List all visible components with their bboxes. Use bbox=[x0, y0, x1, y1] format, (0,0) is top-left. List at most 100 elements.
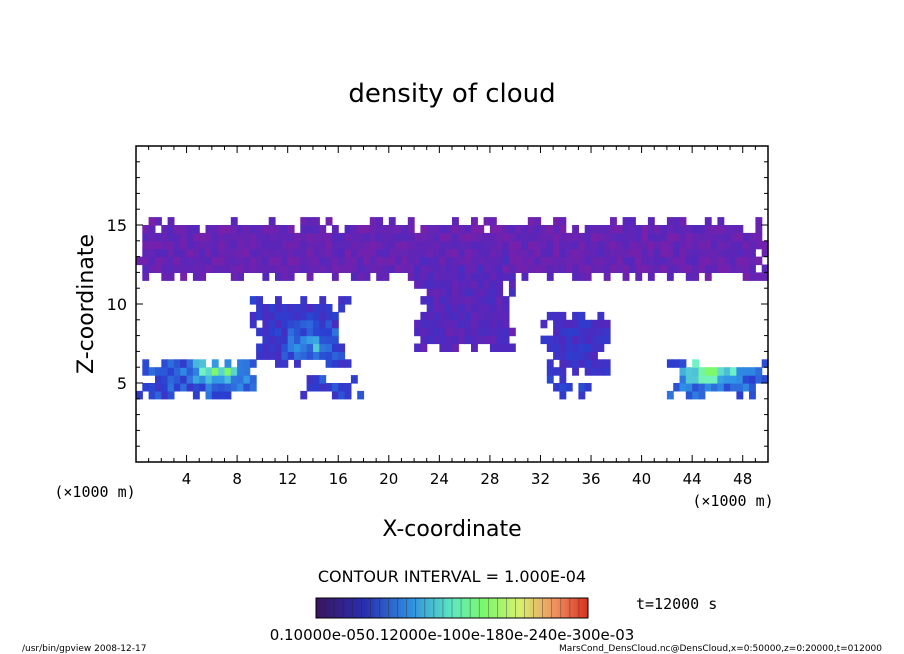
cloud-cell bbox=[376, 217, 384, 226]
cloud-cell bbox=[294, 256, 301, 266]
cloud-cell bbox=[742, 256, 750, 266]
cloud-cell bbox=[603, 264, 611, 273]
cloud-cell bbox=[546, 232, 554, 242]
cloud-cell bbox=[211, 375, 219, 384]
cloud-cell bbox=[306, 240, 314, 250]
cloud-cell bbox=[458, 288, 466, 297]
cloud-cell bbox=[426, 264, 434, 273]
cloud-cell bbox=[572, 351, 579, 360]
cloud-cell bbox=[553, 248, 560, 258]
cloud-cell bbox=[515, 248, 523, 258]
cloud-cell bbox=[483, 240, 491, 250]
cloud-cell bbox=[698, 375, 706, 384]
cloud-cell bbox=[287, 240, 295, 250]
cloud-cell bbox=[369, 217, 377, 226]
cloud-cell bbox=[685, 240, 693, 250]
cloud-cell bbox=[338, 256, 346, 266]
cloud-cell bbox=[654, 232, 662, 242]
cloud-cell bbox=[344, 264, 352, 273]
cloud-cell bbox=[211, 256, 219, 266]
cloud-cell bbox=[319, 383, 327, 392]
cloud-cell bbox=[685, 383, 693, 392]
cloud-cell bbox=[565, 256, 573, 266]
cloud-cell bbox=[192, 367, 200, 376]
cloud-cell bbox=[167, 248, 175, 258]
cloud-cell bbox=[489, 240, 497, 250]
cloud-cell bbox=[559, 225, 567, 234]
cloud-cell bbox=[344, 359, 352, 368]
cloud-cell bbox=[306, 256, 314, 266]
cloud-cell bbox=[167, 359, 175, 368]
cloud-cell bbox=[294, 311, 301, 321]
cloud-cell bbox=[161, 383, 169, 392]
cloud-cell bbox=[597, 327, 605, 337]
cloud-cell bbox=[527, 264, 535, 273]
cloud-cell bbox=[515, 240, 523, 250]
cloud-cell bbox=[268, 327, 276, 337]
cloud-cell bbox=[679, 264, 687, 273]
cloud-cell bbox=[471, 288, 478, 297]
cloud-cell bbox=[350, 264, 358, 273]
cloud-cell bbox=[439, 296, 447, 305]
cloud-cell bbox=[350, 375, 358, 384]
y-axis: 5 10 15 bbox=[107, 161, 768, 447]
cloud-cell bbox=[572, 232, 579, 242]
cloud-cell bbox=[199, 359, 207, 368]
cloud-cell bbox=[325, 217, 333, 226]
cloud-cell bbox=[376, 225, 384, 234]
cloud-cell bbox=[281, 256, 289, 266]
cloud-cell bbox=[180, 240, 188, 250]
cloud-cell bbox=[357, 272, 365, 281]
cloud-cell bbox=[306, 217, 314, 226]
cloud-cell bbox=[363, 232, 371, 242]
cloud-cell bbox=[382, 248, 390, 258]
cloud-cell bbox=[148, 383, 156, 392]
cloud-cell bbox=[281, 359, 289, 368]
cloud-cell bbox=[534, 264, 542, 273]
cloud-cell bbox=[268, 304, 276, 313]
cloud-cell bbox=[521, 232, 529, 242]
cloud-cell bbox=[224, 390, 232, 400]
cloud-cell bbox=[578, 335, 586, 345]
cloud-cell bbox=[199, 256, 207, 266]
cloud-cell bbox=[426, 248, 434, 258]
cloud-cell bbox=[496, 264, 504, 273]
cloud-cell bbox=[401, 232, 409, 242]
cloud-cell bbox=[502, 264, 510, 273]
cloud-cell bbox=[173, 232, 181, 242]
cloud-cell bbox=[256, 351, 263, 360]
cloud-cell bbox=[142, 359, 150, 368]
cloud-cell bbox=[534, 225, 542, 234]
cloud-cell bbox=[306, 335, 314, 345]
cloud-cell bbox=[338, 248, 346, 258]
cloud-cell bbox=[698, 256, 706, 266]
cloud-cell bbox=[489, 256, 497, 266]
cloud-cell bbox=[723, 225, 731, 234]
cloud-cell bbox=[521, 272, 529, 281]
cloud-cell bbox=[483, 248, 491, 258]
cloud-cell bbox=[173, 359, 181, 368]
cloud-cell bbox=[508, 232, 516, 242]
cloud-cell bbox=[186, 375, 194, 384]
cloud-cell bbox=[287, 248, 295, 258]
cloud-cell bbox=[300, 319, 308, 329]
cloud-cell bbox=[471, 311, 478, 321]
cloud-cell bbox=[629, 240, 636, 250]
cloud-cell bbox=[736, 225, 744, 234]
cloud-cell bbox=[458, 272, 466, 281]
cloud-cell bbox=[313, 375, 320, 384]
cloud-cell bbox=[426, 327, 434, 337]
cloud-cell bbox=[445, 225, 453, 234]
cloud-cell bbox=[268, 311, 276, 321]
cloud-cell bbox=[237, 272, 244, 281]
cloud-cell bbox=[420, 225, 428, 234]
cloud-cell bbox=[218, 390, 226, 400]
cloud-cell bbox=[148, 367, 156, 376]
cloud-cell bbox=[496, 248, 504, 258]
cloud-cell bbox=[186, 383, 194, 392]
cloud-cell bbox=[180, 248, 188, 258]
cloud-cell bbox=[458, 280, 466, 289]
cloud-cell bbox=[742, 375, 750, 384]
cloud-cell bbox=[369, 225, 377, 234]
cloud-cell bbox=[243, 225, 251, 234]
